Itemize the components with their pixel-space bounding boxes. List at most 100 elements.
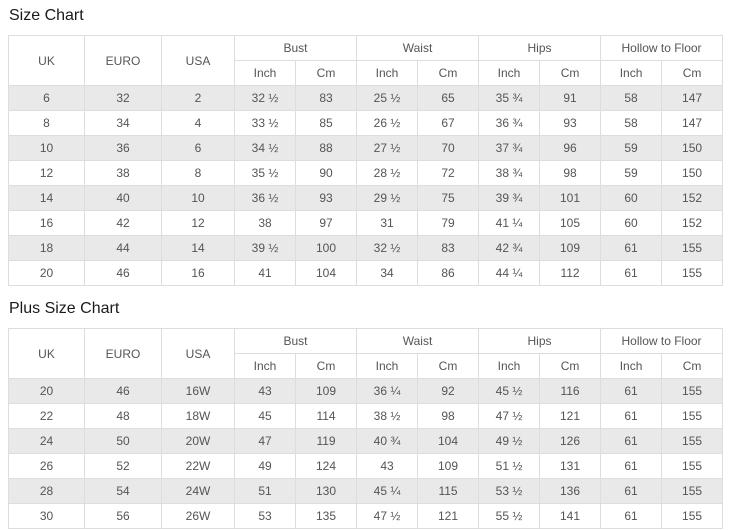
table-cell: 61 [600, 453, 663, 479]
table-cell: 43 [356, 453, 419, 479]
table-cell: 36 ½ [234, 185, 296, 211]
table-cell: 116 [539, 378, 602, 404]
column-subheader-bust-cm: Cm [294, 60, 358, 86]
table-cell: 85 [294, 110, 358, 136]
table-row: 24 50 20W 47 119 40 ¾ 104 49 ½ 126 61 155 [8, 428, 724, 454]
column-group-hips: Hips [478, 328, 602, 354]
table-cell: 24W [161, 478, 235, 504]
table-cell: 16 [8, 210, 85, 236]
table-cell: 52 [84, 453, 162, 479]
table-cell: 67 [417, 110, 480, 136]
table-cell: 22W [161, 453, 235, 479]
table-row: 26 52 22W 49 124 43 109 51 ½ 131 61 155 [8, 453, 724, 479]
plus-size-chart-body: 20 46 16W 43 109 36 ¼ 92 45 ½ 116 61 155 22 48 18W 45 1… [8, 378, 724, 529]
table-cell: 92 [417, 378, 480, 404]
table-cell: 46 [84, 260, 162, 286]
table-cell: 51 [234, 478, 296, 504]
table-cell: 100 [294, 235, 358, 261]
column-group-hollow-to-floor: Hollow to Floor [600, 328, 724, 354]
table-row: 20 46 16W 43 109 36 ¼ 92 45 ½ 116 61 155 [8, 378, 724, 404]
table-cell: 16W [161, 378, 235, 404]
table-cell: 47 ½ [478, 403, 541, 429]
table-cell: 72 [417, 160, 480, 186]
table-cell: 61 [600, 235, 663, 261]
column-subheader-hollow-inch: Inch [600, 60, 663, 86]
table-cell: 56 [84, 503, 162, 529]
table-cell: 115 [417, 478, 480, 504]
table-cell: 61 [600, 428, 663, 454]
column-subheader-waist-cm: Cm [417, 353, 480, 379]
table-cell: 150 [661, 135, 724, 161]
table-cell: 44 [84, 235, 162, 261]
table-cell: 88 [294, 135, 358, 161]
table-cell: 93 [294, 185, 358, 211]
table-cell: 155 [661, 260, 724, 286]
table-cell: 45 ½ [478, 378, 541, 404]
table-cell: 83 [417, 235, 480, 261]
table-cell: 45 ¼ [356, 478, 419, 504]
size-chart-header: UK EURO USA Bust Waist Hips Hollow to Fl… [8, 35, 724, 86]
table-cell: 91 [539, 85, 602, 111]
table-cell: 58 [600, 110, 663, 136]
table-cell: 109 [294, 378, 358, 404]
column-header-euro: EURO [84, 328, 162, 379]
table-cell: 42 [84, 210, 162, 236]
table-cell: 44 ¼ [478, 260, 541, 286]
table-cell: 90 [294, 160, 358, 186]
table-cell: 38 [84, 160, 162, 186]
table-cell: 48 [84, 403, 162, 429]
column-group-hollow-to-floor: Hollow to Floor [600, 35, 724, 61]
table-cell: 147 [661, 110, 724, 136]
column-subheader-hips-inch: Inch [478, 353, 541, 379]
table-cell: 121 [417, 503, 480, 529]
table-cell: 12 [161, 210, 235, 236]
table-cell: 141 [539, 503, 602, 529]
size-chart-table: UK EURO USA Bust Waist Hips Hollow to Fl… [8, 35, 724, 286]
table-cell: 114 [294, 403, 358, 429]
table-cell: 31 [356, 210, 419, 236]
table-cell: 26W [161, 503, 235, 529]
table-cell: 136 [539, 478, 602, 504]
table-row: 18 44 14 39 ½ 100 32 ½ 83 42 ¾ 109 61 155 [8, 235, 724, 261]
column-header-uk: UK [8, 328, 85, 379]
table-cell: 27 ½ [356, 135, 419, 161]
table-cell: 20W [161, 428, 235, 454]
table-cell: 40 [84, 185, 162, 211]
table-cell: 104 [417, 428, 480, 454]
table-cell: 53 ½ [478, 478, 541, 504]
table-cell: 49 [234, 453, 296, 479]
table-cell: 112 [539, 260, 602, 286]
table-cell: 61 [600, 260, 663, 286]
table-cell: 47 ½ [356, 503, 419, 529]
table-cell: 36 [84, 135, 162, 161]
table-cell: 152 [661, 185, 724, 211]
column-subheader-bust-inch: Inch [234, 353, 296, 379]
table-cell: 98 [417, 403, 480, 429]
table-cell: 61 [600, 478, 663, 504]
table-cell: 14 [161, 235, 235, 261]
column-group-hips: Hips [478, 35, 602, 61]
table-cell: 51 ½ [478, 453, 541, 479]
table-cell: 33 ½ [234, 110, 296, 136]
table-cell: 70 [417, 135, 480, 161]
table-cell: 12 [8, 160, 85, 186]
table-cell: 8 [161, 160, 235, 186]
table-cell: 28 ½ [356, 160, 419, 186]
table-cell: 36 ¼ [356, 378, 419, 404]
plus-size-chart-title: Plus Size Chart [9, 300, 120, 317]
column-group-bust: Bust [233, 328, 358, 354]
table-cell: 26 [8, 453, 85, 479]
table-cell: 130 [294, 478, 358, 504]
table-cell: 38 ¾ [478, 160, 541, 186]
table-row: 12 38 8 35 ½ 90 28 ½ 72 38 ¾ 98 59 150 [8, 160, 724, 186]
table-cell: 59 [600, 135, 663, 161]
column-header-usa: USA [161, 35, 235, 86]
table-cell: 32 [84, 85, 162, 111]
table-cell: 105 [539, 210, 602, 236]
column-group-waist: Waist [356, 328, 480, 354]
plus-size-chart-header: UK EURO USA Bust Waist Hips Hollow to Fl… [8, 328, 724, 379]
table-cell: 46 [84, 378, 162, 404]
table-cell: 4 [161, 110, 235, 136]
table-cell: 101 [539, 185, 602, 211]
table-cell: 61 [600, 378, 663, 404]
